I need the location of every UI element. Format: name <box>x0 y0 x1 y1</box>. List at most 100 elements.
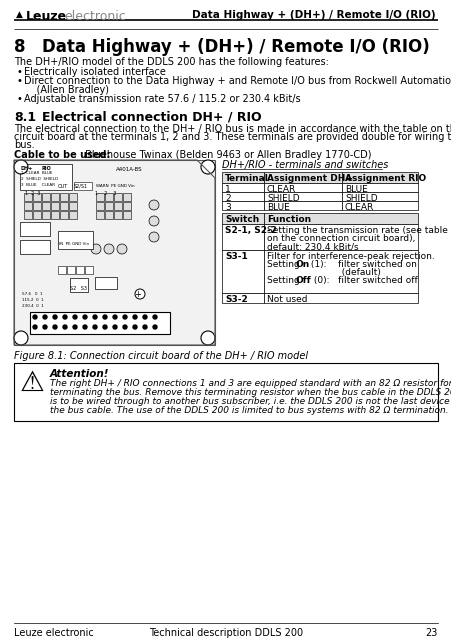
Bar <box>20 222 50 236</box>
Text: circuit board at the terminals 1, 2 and 3. These terminals are provided double f: circuit board at the terminals 1, 2 and … <box>14 132 451 142</box>
Text: BLUE: BLUE <box>344 185 367 194</box>
Text: Function: Function <box>267 215 310 224</box>
Circle shape <box>152 325 156 329</box>
Bar <box>30 312 170 334</box>
Circle shape <box>123 325 127 329</box>
Circle shape <box>135 289 145 299</box>
Bar <box>221 172 263 183</box>
Text: Filter for interference-peak rejection.: Filter for interference-peak rejection. <box>267 252 434 261</box>
Text: Figure 8.1: Connection circuit board of the DH+ / RIO model: Figure 8.1: Connection circuit board of … <box>14 351 308 361</box>
Circle shape <box>83 325 87 329</box>
Bar <box>74 182 92 190</box>
Bar <box>263 172 341 183</box>
Text: 1    2    3: 1 2 3 <box>95 191 116 196</box>
Bar <box>96 211 104 219</box>
Bar <box>60 193 68 201</box>
Bar <box>105 211 113 219</box>
Bar <box>123 202 131 210</box>
Bar <box>60 211 68 219</box>
Circle shape <box>91 244 101 254</box>
Text: Data Highway + (DH+) / Remote I/O (RIO): Data Highway + (DH+) / Remote I/O (RIO) <box>42 38 429 56</box>
Circle shape <box>53 325 57 329</box>
Bar <box>263 224 417 250</box>
Bar <box>58 231 93 249</box>
Bar <box>341 183 417 192</box>
Text: SHIELD: SHIELD <box>267 194 299 203</box>
Circle shape <box>33 315 37 319</box>
Bar <box>95 277 117 289</box>
Bar <box>60 202 68 210</box>
Circle shape <box>63 325 67 329</box>
Bar <box>123 193 131 201</box>
Text: (Allen Bradley): (Allen Bradley) <box>24 85 109 95</box>
Bar <box>14 160 215 345</box>
Text: S3-2: S3-2 <box>225 295 247 304</box>
Bar <box>69 202 77 210</box>
Bar <box>33 211 41 219</box>
Text: on the connection circuit board),: on the connection circuit board), <box>267 234 414 243</box>
Text: Cable to be used:: Cable to be used: <box>14 150 110 160</box>
Text: 115.2  0  1: 115.2 0 1 <box>22 298 44 302</box>
Bar <box>96 202 104 210</box>
Text: (0):   filter switched off: (0): filter switched off <box>311 276 417 285</box>
Bar <box>69 211 77 219</box>
Text: 57.6   0  1: 57.6 0 1 <box>22 292 42 296</box>
Circle shape <box>113 325 117 329</box>
Bar <box>221 201 263 210</box>
Circle shape <box>14 331 28 345</box>
Circle shape <box>43 325 47 329</box>
Bar <box>14 363 437 421</box>
Bar <box>114 211 122 219</box>
Circle shape <box>133 325 137 329</box>
Bar <box>263 192 341 201</box>
Circle shape <box>43 315 47 319</box>
Text: Leuze: Leuze <box>26 10 67 23</box>
Text: 2: 2 <box>225 194 230 203</box>
Text: Electrically isolated interface: Electrically isolated interface <box>24 67 166 77</box>
Text: Not used: Not used <box>267 295 307 304</box>
Circle shape <box>149 232 159 242</box>
Bar <box>33 193 41 201</box>
Circle shape <box>113 315 117 319</box>
Text: WARN  PE GND Vin: WARN PE GND Vin <box>96 184 134 188</box>
Bar <box>33 202 41 210</box>
Text: S2/S1: S2/S1 <box>74 184 88 189</box>
Text: Setting: Setting <box>267 276 302 285</box>
Circle shape <box>33 325 37 329</box>
Text: (default): (default) <box>267 268 380 277</box>
Bar <box>221 293 263 303</box>
Text: Assignment RIO: Assignment RIO <box>344 174 425 183</box>
Circle shape <box>123 315 127 319</box>
Text: (1):    filter switched on: (1): filter switched on <box>308 260 416 269</box>
Text: Setting the transmission rate (see table: Setting the transmission rate (see table <box>267 226 447 235</box>
Bar <box>20 240 50 254</box>
Text: On: On <box>295 260 309 269</box>
Bar <box>70 278 88 292</box>
Bar <box>42 211 50 219</box>
Text: ▲: ▲ <box>16 10 23 19</box>
Bar <box>263 293 417 303</box>
Circle shape <box>143 315 147 319</box>
Text: IN  PE GND Vin: IN PE GND Vin <box>59 242 89 246</box>
Text: DH+/RIO - terminals and switches: DH+/RIO - terminals and switches <box>221 160 387 170</box>
Text: The right DH+ / RIO connections 1 and 3 are equipped standard with an 82 Ω resis: The right DH+ / RIO connections 1 and 3 … <box>50 379 451 388</box>
Bar <box>20 164 72 190</box>
Bar <box>24 211 32 219</box>
Text: OUT: OUT <box>58 184 68 189</box>
Bar <box>341 192 417 201</box>
Text: Direct connection to the Data Highway + and Remote I/O bus from Rockwell Automat: Direct connection to the Data Highway + … <box>24 76 451 86</box>
Circle shape <box>143 325 147 329</box>
Circle shape <box>93 315 97 319</box>
Text: Leuze electronic: Leuze electronic <box>14 628 93 638</box>
Bar <box>221 192 263 201</box>
Text: •: • <box>16 76 22 86</box>
Text: bus.: bus. <box>14 140 35 150</box>
Bar <box>105 202 113 210</box>
Text: The electrical connection to the DH+ / RIO bus is made in accordance with the ta: The electrical connection to the DH+ / R… <box>14 124 451 134</box>
Text: Attention!: Attention! <box>50 369 109 379</box>
Text: Technical description DDLS 200: Technical description DDLS 200 <box>149 628 302 638</box>
Bar <box>42 202 50 210</box>
Circle shape <box>149 200 159 210</box>
Circle shape <box>53 315 57 319</box>
Bar <box>114 193 122 201</box>
